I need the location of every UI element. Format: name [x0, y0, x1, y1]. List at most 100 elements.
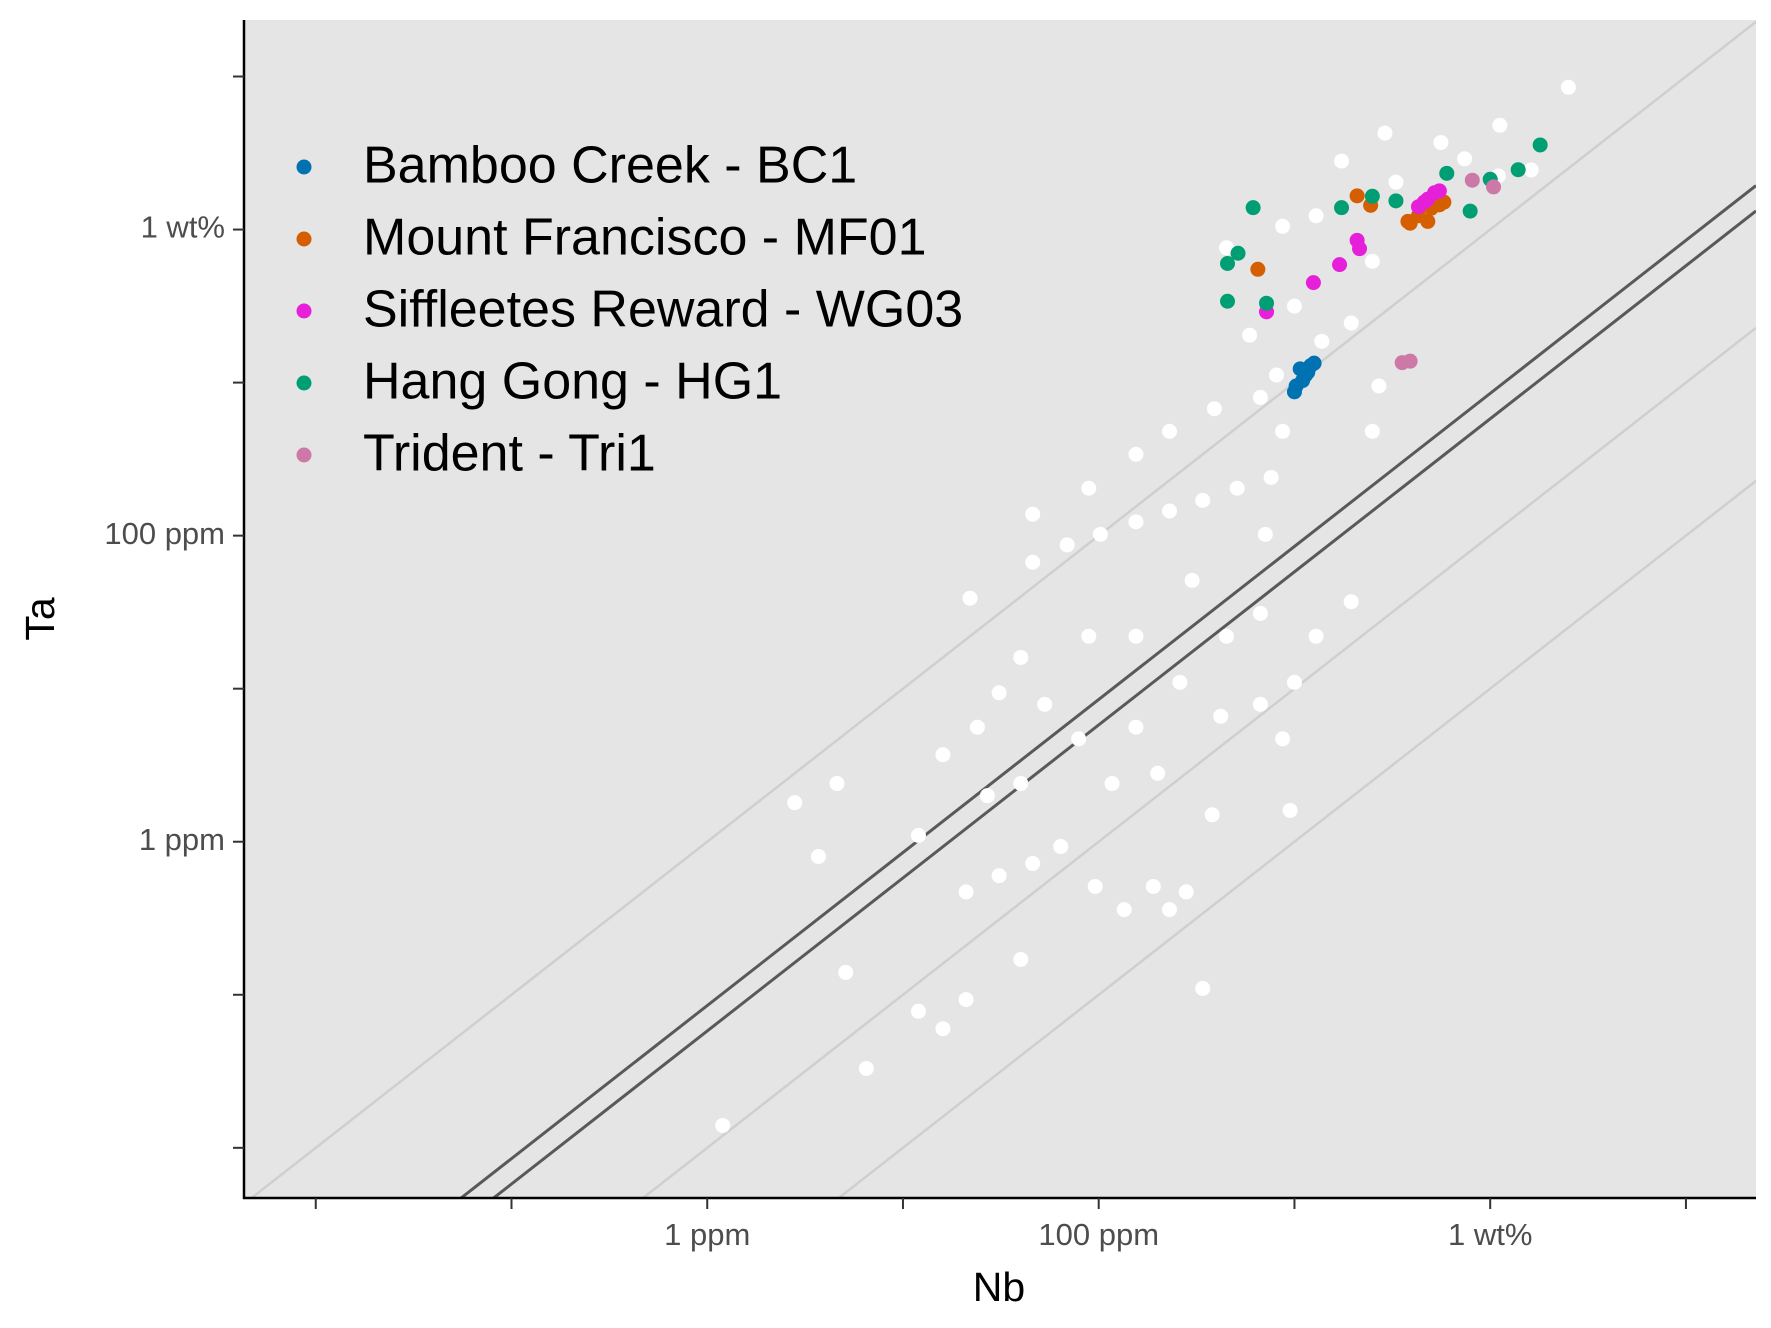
reference-lines: [249, 20, 1756, 1198]
background-point: [958, 992, 974, 1008]
background-point: [1081, 480, 1097, 496]
background-point: [1308, 208, 1324, 224]
axes: 1 ppm 100 ppm 1 wt% 1 ppm 100 ppm 1 wt%: [104, 75, 1687, 1252]
reference-line: [836, 479, 1756, 1198]
background-point: [1242, 327, 1258, 343]
data-point: [1402, 353, 1418, 369]
legend: Bamboo Creek - BC1 Mount Francisco - MF01…: [296, 137, 963, 483]
data-point: [1388, 193, 1404, 209]
background-point: [1286, 298, 1302, 314]
background-point: [829, 776, 845, 792]
data-point: [1510, 162, 1526, 178]
background-point: [1275, 423, 1291, 439]
background-point: [962, 590, 978, 606]
data-point: [1286, 384, 1302, 400]
data-point: [1532, 137, 1548, 153]
legend-label: Siffleetes Reward - WG03: [363, 281, 963, 339]
background-point: [910, 827, 926, 843]
background-point: [1081, 628, 1097, 644]
data-point: [1431, 183, 1447, 199]
data-point: [1486, 179, 1502, 195]
background-point: [1116, 902, 1132, 918]
background-point: [1343, 315, 1359, 331]
background-point: [1172, 674, 1188, 690]
background-point: [1013, 952, 1029, 968]
background-point: [1364, 253, 1380, 269]
data-point: [1464, 172, 1480, 188]
legend-label: Hang Gong - HG1: [363, 353, 782, 411]
data-point: [1250, 261, 1266, 277]
background-point: [1371, 378, 1387, 394]
reference-line: [491, 209, 1756, 1198]
background-point: [910, 1003, 926, 1019]
background-point: [1150, 765, 1166, 781]
reference-line: [641, 326, 1756, 1198]
background-point: [1162, 503, 1178, 519]
background-point: [1457, 151, 1473, 167]
background-point: [979, 788, 995, 804]
background-point: [1275, 218, 1291, 234]
background-point: [1219, 240, 1235, 256]
background-point: [1195, 980, 1211, 996]
background-point: [958, 884, 974, 900]
data-point: [1436, 194, 1452, 210]
background-point: [1025, 856, 1041, 872]
data-point: [1220, 256, 1236, 272]
y-tick-label: 1 wt%: [141, 210, 225, 245]
background-point: [858, 1060, 874, 1076]
background-point: [715, 1117, 731, 1133]
background-point: [1162, 423, 1178, 439]
data-point: [1230, 245, 1246, 261]
points: [715, 79, 1576, 1133]
background-point: [1145, 878, 1161, 894]
background-point: [1053, 839, 1069, 855]
background-point: [1252, 389, 1268, 405]
background-point: [935, 747, 951, 763]
background-point: [969, 719, 985, 735]
background-point: [1071, 731, 1087, 747]
background-point: [1013, 776, 1029, 792]
background-point: [1087, 878, 1103, 894]
background-point: [1128, 514, 1144, 530]
background-point: [1092, 526, 1108, 542]
data-point: [1364, 188, 1380, 204]
background-point: [1282, 802, 1298, 818]
background-point: [1364, 423, 1380, 439]
data-point: [1332, 257, 1348, 273]
background-point: [991, 685, 1007, 701]
x-axis-title: Nb: [973, 1264, 1025, 1310]
background-point: [1104, 776, 1120, 792]
x-tick-label: 1 wt%: [1448, 1217, 1532, 1252]
x-tick-label: 1 ppm: [664, 1217, 750, 1252]
background-point: [1025, 506, 1041, 522]
background-point: [1013, 649, 1029, 665]
background-point: [1286, 674, 1302, 690]
background-point: [1492, 117, 1508, 133]
background-point: [1252, 696, 1268, 712]
y-axis-title: Ta: [17, 597, 63, 641]
legend-marker: [296, 303, 312, 319]
background-point: [1263, 469, 1279, 485]
background-point: [1037, 696, 1053, 712]
data-point: [1245, 200, 1261, 216]
background-point: [1257, 526, 1273, 542]
data-point: [1462, 203, 1478, 219]
background-point: [1388, 174, 1404, 190]
reference-line: [249, 20, 1756, 1198]
background-point: [1059, 537, 1075, 553]
background-point: [1178, 884, 1194, 900]
background-point: [1162, 902, 1178, 918]
background-point: [1195, 492, 1211, 508]
background-point: [935, 1021, 951, 1037]
background-point: [838, 964, 854, 980]
background-point: [1213, 708, 1229, 724]
background-point: [1308, 628, 1324, 644]
y-tick-label: 100 ppm: [104, 516, 225, 551]
background-point: [1252, 605, 1268, 621]
plot-panel: [244, 20, 1756, 1198]
background-point: [810, 849, 826, 865]
background-point: [1334, 153, 1350, 169]
background-point: [1184, 572, 1200, 588]
legend-label: Trident - Tri1: [363, 425, 656, 483]
